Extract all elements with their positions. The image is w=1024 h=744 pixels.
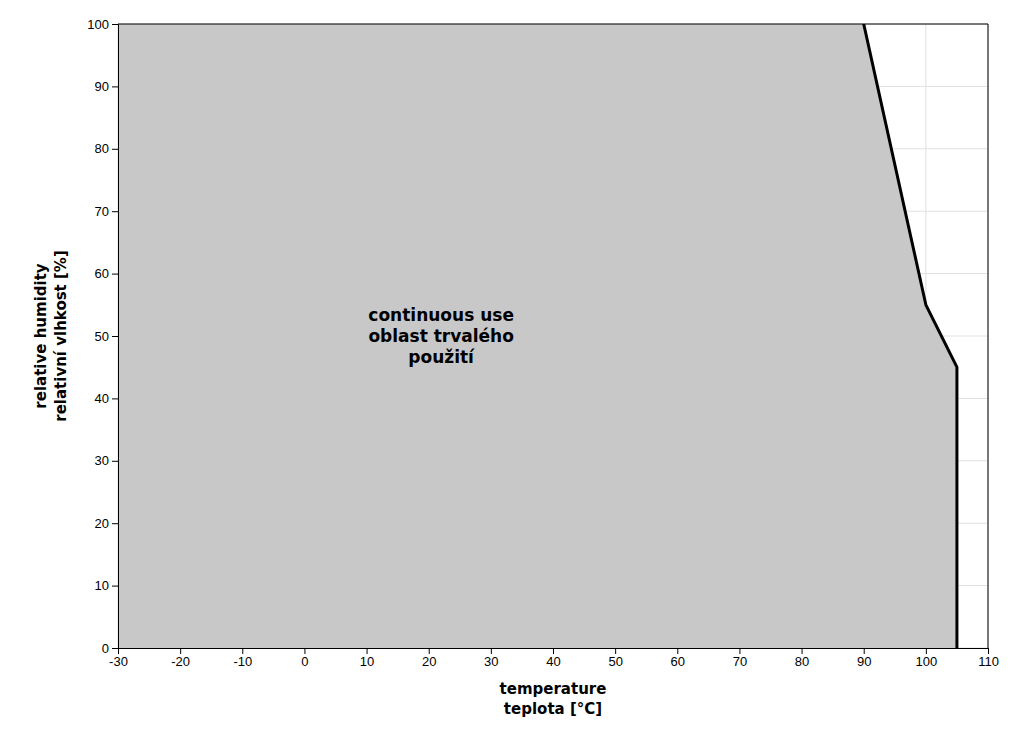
area bbox=[118, 24, 957, 648]
y-axis-tick-label: 10 bbox=[95, 578, 109, 593]
x-axis-tick-label: 30 bbox=[484, 654, 498, 669]
x-axis-tick-mark bbox=[739, 648, 740, 654]
frame-right bbox=[988, 24, 989, 648]
y-axis-tick: 20 bbox=[95, 516, 118, 531]
y-axis-tick: 50 bbox=[95, 329, 118, 344]
y-axis-tick-mark bbox=[112, 86, 118, 87]
x-axis-tick: -10 bbox=[233, 648, 252, 669]
y-axis-tick-mark bbox=[112, 336, 118, 337]
y-axis-tick-label: 0 bbox=[102, 641, 109, 656]
x-axis-tick-mark bbox=[926, 648, 927, 654]
y-axis-tick-label: 100 bbox=[87, 17, 109, 32]
x-axis-tick-label: 10 bbox=[360, 654, 374, 669]
x-axis-tick-label: 20 bbox=[422, 654, 436, 669]
y-axis-tick-mark bbox=[112, 274, 118, 275]
y-axis-tick-mark bbox=[112, 149, 118, 150]
x-axis: -30 -20 -10 0 10 20 30 40 50 60 70 80 90 100 110 bbox=[109, 648, 999, 669]
x-axis-tick: 110 bbox=[978, 648, 999, 669]
x-axis-tick-mark bbox=[304, 648, 305, 654]
x-axis-tick-mark bbox=[988, 648, 989, 654]
grid-line-y bbox=[118, 24, 988, 25]
x-axis-tick: -30 bbox=[109, 648, 128, 669]
y-axis-title: relative humidity bbox=[32, 263, 50, 408]
y-axis-tick: 80 bbox=[95, 141, 118, 156]
x-axis-tick-label: 40 bbox=[546, 654, 560, 669]
y-axis-tick-label: 70 bbox=[95, 204, 109, 219]
x-axis-tick-label: 110 bbox=[978, 654, 999, 669]
x-axis-tick-label: -10 bbox=[233, 654, 252, 669]
boundary-line bbox=[864, 24, 957, 648]
x-axis-tick: 70 bbox=[733, 648, 747, 669]
y-axis-tick-label: 50 bbox=[95, 329, 109, 344]
y-axis-tick-mark bbox=[112, 648, 118, 649]
x-axis-tick-label: 50 bbox=[608, 654, 622, 669]
x-axis-tick-label: 100 bbox=[916, 654, 938, 669]
x-axis-tick-mark bbox=[180, 648, 181, 654]
y-axis-tick-label: 90 bbox=[95, 79, 109, 94]
x-axis-tick-mark bbox=[429, 648, 430, 654]
y-axis-tick-mark bbox=[112, 461, 118, 462]
x-axis-tick: 20 bbox=[422, 648, 436, 669]
y-axis-tick: 60 bbox=[95, 266, 118, 281]
y-axis-tick-mark bbox=[112, 398, 118, 399]
x-axis-tick-label: 0 bbox=[301, 654, 308, 669]
y-axis-tick: 40 bbox=[95, 391, 118, 406]
y-axis-tick-label: 60 bbox=[95, 266, 109, 281]
y-axis-tick: 100 bbox=[87, 17, 118, 32]
x-axis-tick: -20 bbox=[171, 648, 190, 669]
x-axis-tick-label: -30 bbox=[109, 654, 128, 669]
x-axis-tick-mark bbox=[677, 648, 678, 654]
x-axis-tick-mark bbox=[242, 648, 243, 654]
grid-line-x bbox=[988, 24, 989, 648]
x-axis-tick-mark bbox=[864, 648, 865, 654]
x-axis-tick-label: 80 bbox=[795, 654, 809, 669]
chart: -30 -20 -10 0 10 20 30 40 50 60 70 80 90 100 110 0 10 20 3… bbox=[0, 0, 1024, 744]
annotation: oblast trvalého bbox=[368, 326, 514, 346]
y-axis-domain bbox=[112, 25, 119, 649]
y-axis: 0 10 20 30 40 50 60 70 80 90 100 bbox=[87, 17, 118, 656]
y-axis-title: relativní vlhkost [%] bbox=[52, 250, 70, 422]
x-axis-tick-mark bbox=[367, 648, 368, 654]
y-axis-tick-mark bbox=[112, 586, 118, 587]
x-axis-tick-mark bbox=[553, 648, 554, 654]
plot: -30 -20 -10 0 10 20 30 40 50 60 70 80 90 100 110 0 10 20 3… bbox=[32, 17, 999, 718]
x-axis-tick-mark bbox=[615, 648, 616, 654]
y-axis-tick-label: 30 bbox=[95, 453, 109, 468]
y-axis-tick: 0 bbox=[102, 641, 118, 656]
y-axis-tick-mark bbox=[112, 523, 118, 524]
marks bbox=[118, 24, 957, 648]
frame-top bbox=[118, 24, 988, 25]
x-axis-tick: 0 bbox=[301, 648, 308, 669]
x-axis-title: temperature bbox=[500, 680, 607, 698]
y-axis-tick-label: 80 bbox=[95, 141, 109, 156]
x-axis-tick: 80 bbox=[795, 648, 809, 669]
y-axis-tick: 30 bbox=[95, 453, 118, 468]
grid bbox=[118, 24, 988, 648]
annotation: continuous use bbox=[368, 305, 514, 325]
x-axis-tick-mark bbox=[802, 648, 803, 654]
x-axis-tick-mark bbox=[491, 648, 492, 654]
annotation: použití bbox=[408, 347, 475, 367]
x-axis-tick-label: 90 bbox=[857, 654, 871, 669]
y-axis-tick: 10 bbox=[95, 578, 118, 593]
x-axis-tick: 90 bbox=[857, 648, 871, 669]
x-axis-tick: 50 bbox=[608, 648, 622, 669]
x-axis-tick: 100 bbox=[916, 648, 938, 669]
x-axis-title: teplota [°C] bbox=[504, 700, 602, 718]
x-axis-tick: 60 bbox=[671, 648, 685, 669]
y-axis-tick-label: 40 bbox=[95, 391, 109, 406]
y-axis-tick-mark bbox=[112, 24, 118, 25]
y-axis-tick-mark bbox=[112, 211, 118, 212]
y-axis-tick-label: 20 bbox=[95, 516, 109, 531]
x-axis-tick-label: -20 bbox=[171, 654, 190, 669]
x-axis-tick: 30 bbox=[484, 648, 498, 669]
x-axis-tick: 40 bbox=[546, 648, 560, 669]
x-axis-domain bbox=[119, 649, 989, 655]
y-axis-tick: 70 bbox=[95, 204, 118, 219]
x-axis-tick-label: 60 bbox=[671, 654, 685, 669]
y-axis-tick: 90 bbox=[95, 79, 118, 94]
x-axis-tick-label: 70 bbox=[733, 654, 747, 669]
x-axis-tick: 10 bbox=[360, 648, 374, 669]
